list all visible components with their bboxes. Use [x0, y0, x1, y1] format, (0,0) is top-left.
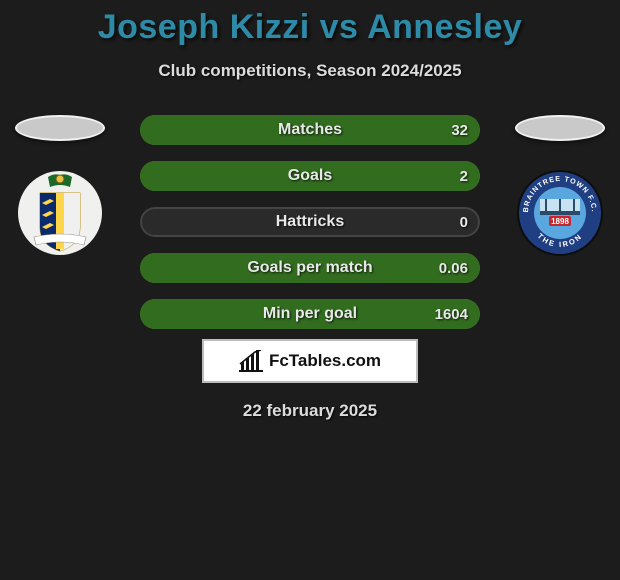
- stats-column: Matches 32 Goals 2 Hattricks 0 Goals per match…: [140, 115, 480, 329]
- stat-right-value: 0.06: [439, 260, 468, 277]
- brand-label: FcTables.com: [269, 351, 381, 371]
- right-player-col: BRAINTREE TOWN F.C. THE IRON 1898: [510, 115, 610, 257]
- stat-row: Min per goal 1604: [140, 299, 480, 329]
- stat-label: Matches: [278, 121, 342, 139]
- left-player-avatar: [15, 115, 105, 141]
- brand-badge[interactable]: FcTables.com: [202, 339, 418, 383]
- svg-text:1898: 1898: [551, 217, 569, 226]
- sutton-united-crest-icon: [16, 169, 104, 257]
- braintree-town-crest-icon: BRAINTREE TOWN F.C. THE IRON 1898: [516, 169, 604, 257]
- right-player-avatar: [515, 115, 605, 141]
- stat-row: Goals 2: [140, 161, 480, 191]
- page-title: Joseph Kizzi vs Annesley: [0, 8, 620, 47]
- right-club-badge: BRAINTREE TOWN F.C. THE IRON 1898: [516, 169, 604, 257]
- stat-right-value: 32: [451, 122, 468, 139]
- main-row: Matches 32 Goals 2 Hattricks 0 Goals per match…: [0, 115, 620, 329]
- left-player-col: [10, 115, 110, 257]
- stat-right-value: 2: [460, 168, 468, 185]
- subtitle: Club competitions, Season 2024/2025: [0, 61, 620, 81]
- stat-label: Hattricks: [276, 213, 344, 231]
- stat-row: Hattricks 0: [140, 207, 480, 237]
- comparison-card: Joseph Kizzi vs Annesley Club competitio…: [0, 0, 620, 421]
- stat-label: Goals per match: [247, 259, 372, 277]
- stat-right-value: 0: [460, 214, 468, 231]
- stat-label: Min per goal: [263, 305, 357, 323]
- stat-row: Goals per match 0.06: [140, 253, 480, 283]
- left-club-badge: [16, 169, 104, 257]
- date-label: 22 february 2025: [0, 401, 620, 421]
- bar-chart-icon: [239, 350, 263, 372]
- stat-right-value: 1604: [435, 306, 468, 323]
- stat-row: Matches 32: [140, 115, 480, 145]
- stat-label: Goals: [288, 167, 332, 185]
